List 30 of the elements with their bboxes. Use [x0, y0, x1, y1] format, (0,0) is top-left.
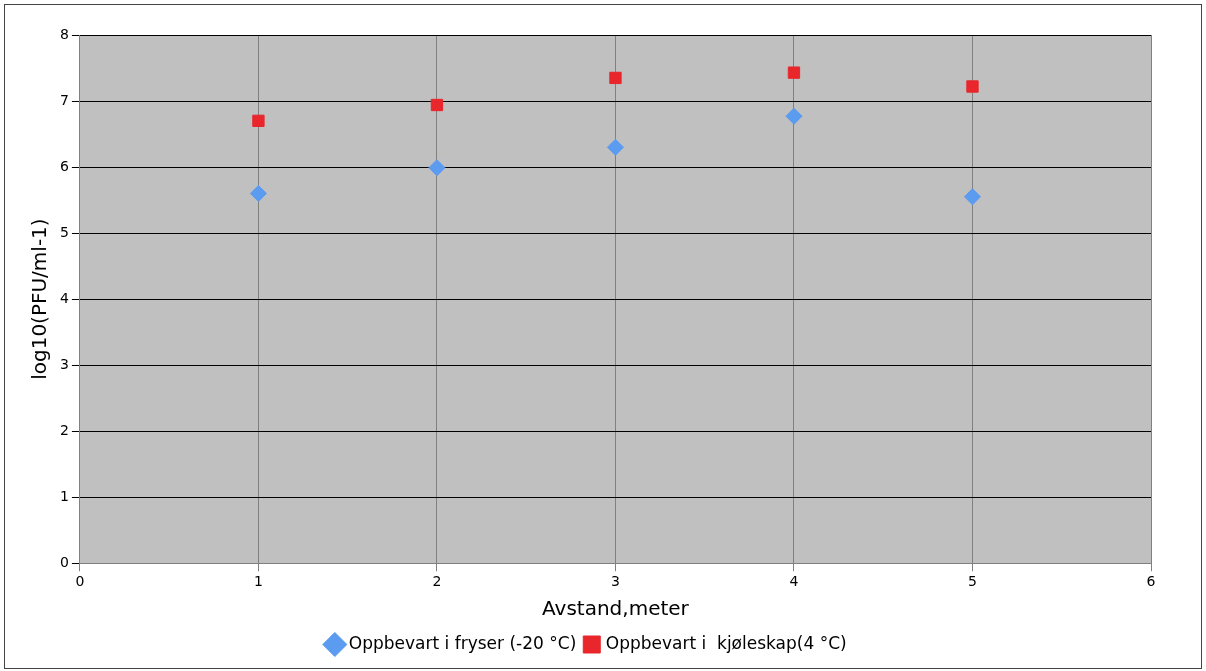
point	[249, 184, 267, 202]
y-tick-label: 5	[59, 223, 69, 240]
point	[252, 114, 265, 127]
point	[609, 71, 622, 85]
x-tick-label: 2	[432, 573, 442, 590]
y-axis-title: log10(PFU/ml-1)	[27, 218, 52, 380]
y-tick-label: 4	[59, 289, 69, 306]
point	[966, 80, 979, 93]
legend-label: Oppbevart i kjøleskap(4 °C)	[605, 632, 847, 653]
point	[428, 159, 446, 177]
point	[963, 188, 981, 206]
y-tick-label: 2	[59, 421, 69, 438]
point	[787, 66, 801, 79]
x-tick-label: 1	[253, 573, 263, 590]
point	[785, 107, 803, 125]
legend-label: Oppbevart i fryser (-20 °C)	[348, 632, 577, 653]
x-tick-label: 0	[75, 573, 85, 590]
point	[430, 98, 444, 112]
y-tick-label: 0	[59, 553, 69, 570]
x-tick-label: 3	[610, 573, 620, 590]
y-tick-label: 3	[59, 355, 69, 372]
y-tick-label: 8	[59, 25, 69, 42]
x-tick-label: 6	[1146, 573, 1156, 590]
y-tick-label: 6	[59, 157, 69, 174]
x-tick-label: 5	[968, 573, 977, 590]
x-tick-label: 4	[789, 573, 799, 590]
y-tick-label: 1	[59, 487, 69, 504]
x-axis-title: Avstand,meter	[542, 596, 690, 621]
y-tick-label: 7	[59, 91, 69, 108]
point	[606, 138, 624, 156]
